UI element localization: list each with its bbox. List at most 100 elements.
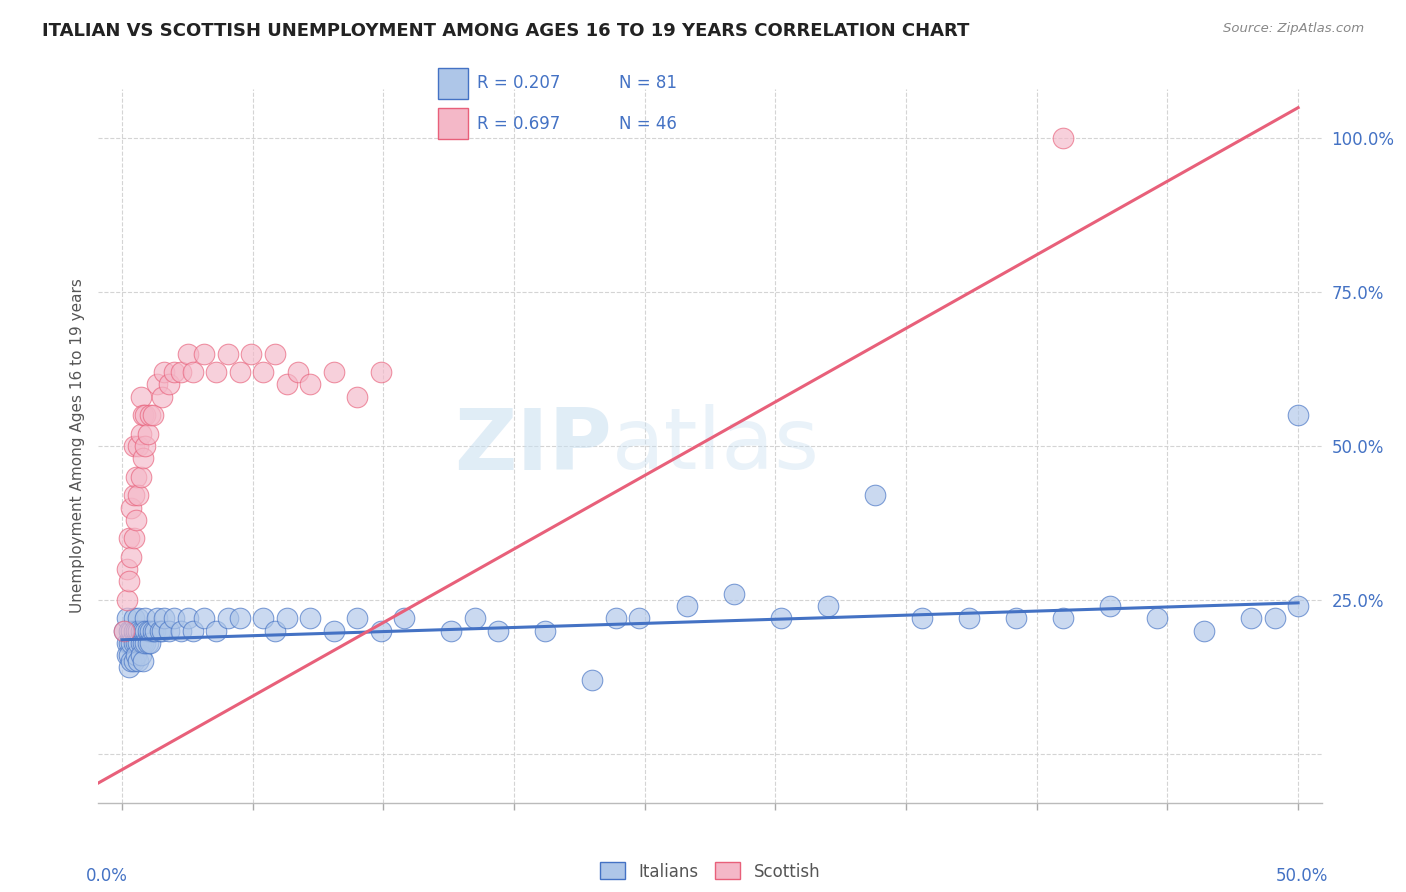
Point <box>863 488 886 502</box>
Point <box>193 347 215 361</box>
Point <box>1192 624 1215 638</box>
Point <box>150 390 173 404</box>
Point <box>143 624 166 638</box>
Point <box>122 611 145 625</box>
Point <box>127 636 149 650</box>
Text: Source: ZipAtlas.com: Source: ZipAtlas.com <box>1223 22 1364 36</box>
Point <box>132 451 155 466</box>
Point <box>299 611 322 625</box>
Point <box>534 624 557 638</box>
Point <box>129 648 152 662</box>
Point <box>193 611 215 625</box>
Point <box>299 377 322 392</box>
Point <box>120 654 142 668</box>
Point <box>287 365 309 379</box>
Point <box>118 624 141 638</box>
Point <box>122 624 145 638</box>
Point <box>125 648 148 662</box>
Point <box>263 347 285 361</box>
Point <box>252 611 274 625</box>
Point <box>115 648 138 662</box>
Point <box>129 469 152 483</box>
Point <box>125 624 148 638</box>
Point <box>134 624 156 638</box>
Point <box>240 347 263 361</box>
Point <box>139 409 162 423</box>
Point <box>112 624 135 638</box>
Point <box>181 624 204 638</box>
Point <box>153 611 176 625</box>
Point <box>122 488 145 502</box>
Point <box>723 587 745 601</box>
Point <box>122 654 145 668</box>
Point <box>127 439 149 453</box>
Bar <box>437 108 468 139</box>
Point <box>957 611 980 625</box>
Point <box>177 611 200 625</box>
Point <box>769 611 792 625</box>
Point <box>122 439 145 453</box>
Point <box>370 365 392 379</box>
Point <box>392 611 415 625</box>
Point <box>118 531 141 545</box>
Point <box>150 624 173 638</box>
Point <box>605 611 627 625</box>
Point <box>129 390 152 404</box>
Point <box>129 426 152 441</box>
Point <box>170 624 193 638</box>
Point <box>136 624 159 638</box>
Text: 50.0%: 50.0% <box>1275 867 1327 885</box>
Point <box>127 624 149 638</box>
Point <box>628 611 651 625</box>
Point <box>153 365 176 379</box>
Text: R = 0.207: R = 0.207 <box>477 74 561 93</box>
Point <box>163 611 186 625</box>
Point <box>817 599 839 613</box>
Point <box>263 624 285 638</box>
Point <box>118 636 141 650</box>
Point <box>157 377 180 392</box>
Point <box>120 624 142 638</box>
Text: 0.0%: 0.0% <box>86 867 128 885</box>
Point <box>132 636 155 650</box>
Point <box>228 365 250 379</box>
Point <box>132 409 155 423</box>
Point <box>115 562 138 576</box>
Point <box>205 624 228 638</box>
Point <box>125 636 148 650</box>
Point <box>141 409 163 423</box>
Legend: Italians, Scottish: Italians, Scottish <box>593 855 827 888</box>
Point <box>1052 611 1074 625</box>
Y-axis label: Unemployment Among Ages 16 to 19 years: Unemployment Among Ages 16 to 19 years <box>69 278 84 614</box>
Point <box>157 624 180 638</box>
Point <box>149 624 172 638</box>
Point <box>146 377 169 392</box>
Point <box>122 636 145 650</box>
Text: N = 81: N = 81 <box>619 74 678 93</box>
Point <box>464 611 486 625</box>
Point <box>1286 409 1309 423</box>
Point <box>120 549 142 564</box>
Point <box>346 611 368 625</box>
Text: ITALIAN VS SCOTTISH UNEMPLOYMENT AMONG AGES 16 TO 19 YEARS CORRELATION CHART: ITALIAN VS SCOTTISH UNEMPLOYMENT AMONG A… <box>42 22 970 40</box>
Point <box>440 624 463 638</box>
Point <box>139 636 162 650</box>
Point <box>177 347 200 361</box>
Point <box>1286 599 1309 613</box>
Point <box>276 611 298 625</box>
Point <box>118 648 141 662</box>
Point <box>163 365 186 379</box>
Point <box>115 611 138 625</box>
Point <box>115 592 138 607</box>
Point <box>129 624 152 638</box>
Point <box>141 624 163 638</box>
Text: N = 46: N = 46 <box>619 114 678 133</box>
Point <box>322 365 344 379</box>
Point <box>170 365 193 379</box>
Point <box>276 377 298 392</box>
Point <box>1098 599 1121 613</box>
Point <box>205 365 228 379</box>
Point <box>1146 611 1168 625</box>
Point <box>322 624 344 638</box>
Point <box>122 531 145 545</box>
